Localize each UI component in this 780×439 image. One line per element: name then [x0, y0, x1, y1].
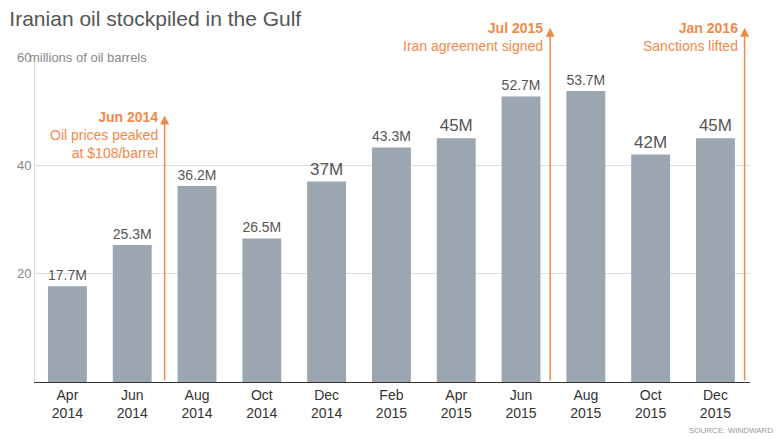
svg-text:Oct2015: Oct2015 — [635, 387, 666, 421]
svg-text:45M: 45M — [699, 116, 732, 135]
svg-text:Aug2015: Aug2015 — [570, 387, 601, 421]
svg-text:45M: 45M — [440, 116, 473, 135]
svg-text:Apr2014: Apr2014 — [52, 387, 83, 421]
svg-text:42M: 42M — [634, 133, 667, 152]
svg-text:Jun2015: Jun2015 — [505, 387, 536, 421]
svg-text:Jul 2015Iran agreement signed: Jul 2015Iran agreement signed — [403, 20, 543, 54]
svg-text:20: 20 — [17, 266, 31, 281]
svg-text:60: 60 — [17, 50, 31, 65]
svg-text:SOURCE: WINDWARD: SOURCE: WINDWARD — [689, 426, 773, 435]
svg-text:Jun 2014Oil prices peakedat $1: Jun 2014Oil prices peakedat $108/barrel — [50, 109, 158, 161]
svg-text:Dec2015: Dec2015 — [700, 387, 731, 421]
svg-text:37M: 37M — [310, 160, 343, 179]
svg-text:Apr2015: Apr2015 — [441, 387, 472, 421]
svg-text:Dec2014: Dec2014 — [311, 387, 342, 421]
svg-text:Jan 2016Sanctions lifted: Jan 2016Sanctions lifted — [643, 20, 738, 54]
svg-text:52.7M: 52.7M — [502, 77, 541, 93]
svg-text:26.5M: 26.5M — [242, 219, 281, 235]
svg-text:53.7M: 53.7M — [566, 72, 605, 88]
svg-text:17.7M: 17.7M — [48, 267, 87, 283]
svg-text:Aug2014: Aug2014 — [181, 387, 212, 421]
svg-text:25.3M: 25.3M — [113, 226, 152, 242]
svg-text:43.3M: 43.3M — [372, 128, 411, 144]
svg-text:Iranian oil stockpiled in the: Iranian oil stockpiled in the Gulf — [9, 7, 301, 30]
svg-text:millions of oil barrels: millions of oil barrels — [29, 50, 147, 65]
svg-text:Oct2014: Oct2014 — [246, 387, 277, 421]
svg-text:Feb2015: Feb2015 — [376, 387, 407, 421]
svg-text:36.2M: 36.2M — [178, 167, 217, 183]
svg-text:Jun2014: Jun2014 — [117, 387, 148, 421]
svg-text:40: 40 — [17, 158, 31, 173]
